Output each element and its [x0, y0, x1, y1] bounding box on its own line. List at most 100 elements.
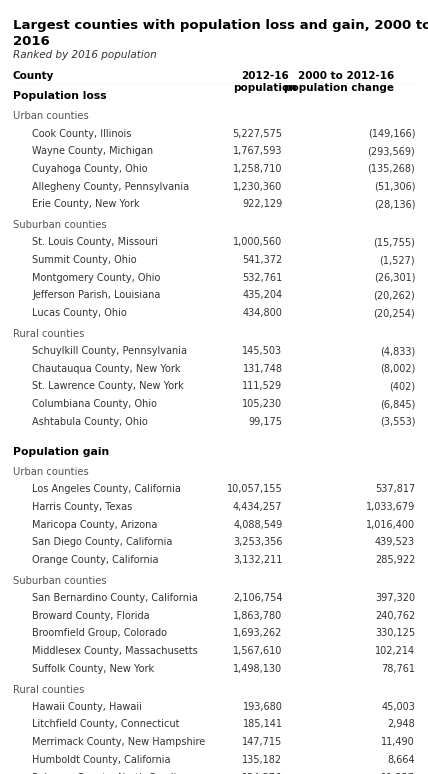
Text: Ranked by 2016 population: Ranked by 2016 population: [13, 50, 157, 60]
Text: 1,693,262: 1,693,262: [233, 628, 282, 639]
Text: (26,301): (26,301): [374, 272, 415, 283]
Text: 78,761: 78,761: [381, 664, 415, 674]
Text: 11,490: 11,490: [381, 737, 415, 747]
Text: 135,182: 135,182: [242, 755, 282, 765]
Text: 240,762: 240,762: [375, 611, 415, 621]
Text: Suburban counties: Suburban counties: [13, 221, 107, 230]
Text: 105,230: 105,230: [242, 399, 282, 409]
Text: Orange County, California: Orange County, California: [32, 555, 159, 565]
Text: Cook County, Illinois: Cook County, Illinois: [32, 128, 131, 139]
Text: Robeson County, North Carolina: Robeson County, North Carolina: [32, 772, 189, 774]
Text: Allegheny County, Pennsylvania: Allegheny County, Pennsylvania: [32, 182, 189, 192]
Text: 2012-16
population: 2012-16 population: [234, 71, 297, 93]
Text: Columbiana County, Ohio: Columbiana County, Ohio: [32, 399, 157, 409]
Text: (149,166): (149,166): [368, 128, 415, 139]
Text: (293,569): (293,569): [367, 146, 415, 156]
Text: 5,227,575: 5,227,575: [232, 128, 282, 139]
Text: 1,498,130: 1,498,130: [233, 664, 282, 674]
Text: Cuyahoga County, Ohio: Cuyahoga County, Ohio: [32, 164, 148, 174]
Text: Summit County, Ohio: Summit County, Ohio: [32, 255, 137, 265]
Text: Population gain: Population gain: [13, 447, 109, 457]
Text: St. Louis County, Missouri: St. Louis County, Missouri: [32, 238, 158, 248]
Text: 1,000,560: 1,000,560: [233, 238, 282, 248]
Text: 102,214: 102,214: [375, 646, 415, 656]
Text: Humboldt County, California: Humboldt County, California: [32, 755, 171, 765]
Text: (51,306): (51,306): [374, 182, 415, 192]
Text: 3,253,356: 3,253,356: [233, 537, 282, 547]
Text: 134,576: 134,576: [242, 772, 282, 774]
Text: Jefferson Parish, Louisiana: Jefferson Parish, Louisiana: [32, 290, 160, 300]
Text: 1,567,610: 1,567,610: [233, 646, 282, 656]
Text: Merrimack County, New Hampshire: Merrimack County, New Hampshire: [32, 737, 205, 747]
Text: Lucas County, Ohio: Lucas County, Ohio: [32, 308, 127, 318]
Text: 11,237: 11,237: [381, 772, 415, 774]
Text: 397,320: 397,320: [375, 593, 415, 603]
Text: 8,664: 8,664: [387, 755, 415, 765]
Text: 4,088,549: 4,088,549: [233, 519, 282, 529]
Text: 541,372: 541,372: [242, 255, 282, 265]
Text: (4,833): (4,833): [380, 346, 415, 356]
Text: 1,258,710: 1,258,710: [233, 164, 282, 174]
Text: Chautauqua County, New York: Chautauqua County, New York: [32, 364, 181, 374]
Text: (135,268): (135,268): [367, 164, 415, 174]
Text: San Diego County, California: San Diego County, California: [32, 537, 172, 547]
Text: Maricopa County, Arizona: Maricopa County, Arizona: [32, 519, 158, 529]
Text: (6,845): (6,845): [380, 399, 415, 409]
Text: 330,125: 330,125: [375, 628, 415, 639]
Text: (20,254): (20,254): [373, 308, 415, 318]
Text: Wayne County, Michigan: Wayne County, Michigan: [32, 146, 153, 156]
Text: 131,748: 131,748: [243, 364, 282, 374]
Text: Montgomery County, Ohio: Montgomery County, Ohio: [32, 272, 160, 283]
Text: Hawaii County, Hawaii: Hawaii County, Hawaii: [32, 702, 142, 712]
Text: (1,527): (1,527): [380, 255, 415, 265]
Text: Suburban counties: Suburban counties: [13, 576, 107, 586]
Text: 922,129: 922,129: [242, 200, 282, 210]
Text: Los Angeles County, California: Los Angeles County, California: [32, 485, 181, 495]
Text: 532,761: 532,761: [242, 272, 282, 283]
Text: 147,715: 147,715: [242, 737, 282, 747]
Text: Rural counties: Rural counties: [13, 685, 84, 694]
Text: 2,106,754: 2,106,754: [233, 593, 282, 603]
Text: County: County: [13, 71, 54, 81]
Text: 1,016,400: 1,016,400: [366, 519, 415, 529]
Text: Suffolk County, New York: Suffolk County, New York: [32, 664, 154, 674]
Text: 2,948: 2,948: [387, 719, 415, 729]
Text: 4,434,257: 4,434,257: [233, 502, 282, 512]
Text: 1,863,780: 1,863,780: [233, 611, 282, 621]
Text: Middlesex County, Massachusetts: Middlesex County, Massachusetts: [32, 646, 198, 656]
Text: (20,262): (20,262): [373, 290, 415, 300]
Text: Litchfield County, Connecticut: Litchfield County, Connecticut: [32, 719, 180, 729]
Text: 111,529: 111,529: [242, 382, 282, 392]
Text: 1,767,593: 1,767,593: [233, 146, 282, 156]
Text: Broward County, Florida: Broward County, Florida: [32, 611, 150, 621]
Text: 99,175: 99,175: [249, 417, 282, 427]
Text: 285,922: 285,922: [375, 555, 415, 565]
Text: Erie County, New York: Erie County, New York: [32, 200, 140, 210]
Text: 1,033,679: 1,033,679: [366, 502, 415, 512]
Text: 193,680: 193,680: [243, 702, 282, 712]
Text: 145,503: 145,503: [242, 346, 282, 356]
Text: Harris County, Texas: Harris County, Texas: [32, 502, 132, 512]
Text: (402): (402): [389, 382, 415, 392]
Text: (3,553): (3,553): [380, 417, 415, 427]
Text: 10,057,155: 10,057,155: [227, 485, 282, 495]
Text: Schuylkill County, Pennsylvania: Schuylkill County, Pennsylvania: [32, 346, 187, 356]
Text: 434,800: 434,800: [243, 308, 282, 318]
Text: 439,523: 439,523: [375, 537, 415, 547]
Text: 435,204: 435,204: [242, 290, 282, 300]
Text: 185,141: 185,141: [243, 719, 282, 729]
Text: Urban counties: Urban counties: [13, 111, 89, 122]
Text: 1,230,360: 1,230,360: [233, 182, 282, 192]
Text: 2000 to 2012-16
population change: 2000 to 2012-16 population change: [284, 71, 394, 93]
Text: (8,002): (8,002): [380, 364, 415, 374]
Text: (28,136): (28,136): [374, 200, 415, 210]
Text: 45,003: 45,003: [381, 702, 415, 712]
Text: (15,755): (15,755): [373, 238, 415, 248]
Text: Population loss: Population loss: [13, 91, 107, 101]
Text: 537,817: 537,817: [375, 485, 415, 495]
Text: Broomfield Group, Colorado: Broomfield Group, Colorado: [32, 628, 167, 639]
Text: 3,132,211: 3,132,211: [233, 555, 282, 565]
Text: Largest counties with population loss and gain, 2000 to
2016: Largest counties with population loss an…: [13, 19, 428, 48]
Text: Rural counties: Rural counties: [13, 329, 84, 339]
Text: Ashtabula County, Ohio: Ashtabula County, Ohio: [32, 417, 148, 427]
